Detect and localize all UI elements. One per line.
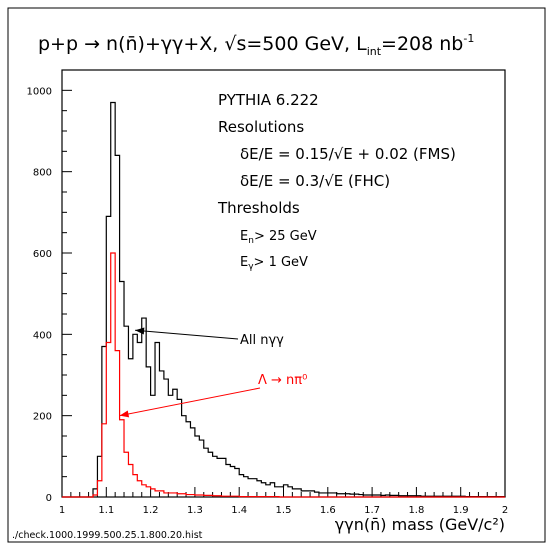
y-tick-label: 200 [33,412,52,423]
info-block: PYTHIA 6.222 Resolutions δE/E = 0.15/√E … [217,91,456,272]
info-threshold-n: En> 25 GeV [240,229,317,246]
threshold-g-tail: > 1 GeV [254,255,309,270]
x-tick-label: 1 [59,505,65,516]
y-tick-label: 0 [46,493,52,504]
x-tick-label: 1.7 [364,505,380,516]
annotation-lambda-label: Λ → nπ⁰ [258,373,307,388]
annotation-lambda: Λ → nπ⁰ [119,373,307,418]
x-axis-label: γγn(n̄) mass (GeV/c²) [335,515,505,534]
x-tick-label: 1.4 [231,505,247,516]
info-generator: PYTHIA 6.222 [218,91,319,109]
threshold-n-tail: > 25 GeV [254,229,317,244]
footer-filename: ./check.1000.1999.500.25.1.800.20.hist [12,530,203,541]
chart-title-sub: int [367,45,382,58]
axis-ticks: 1 1.1 1.2 1.3 1.4 1.5 1.6 1.7 1.8 1.9 2 0 200 400 600 8… [27,69,508,516]
chart-title-sup: -1 [463,32,474,45]
info-resolutions: Resolutions [218,118,304,136]
x-tick-label: 2 [502,505,508,516]
x-tick-label: 1.8 [408,505,424,516]
threshold-n-sub: n [248,236,254,246]
x-tick-label: 1.1 [98,505,114,516]
annotation-all-label: All nγγ [240,333,284,348]
annotation-lambda-arrow [119,387,261,417]
series-lambda-histogram [62,252,505,498]
y-tick-label: 400 [33,330,52,341]
y-tick-label: 600 [33,249,52,260]
series-layer [62,101,506,498]
x-tick-label: 1.9 [453,505,469,516]
info-res-fms: δE/E = 0.15/√E + 0.02 (FMS) [240,145,456,163]
annotation-all-arrowhead [135,327,145,335]
y-tick-label: 800 [33,168,52,179]
info-thresholds: Thresholds [217,199,300,217]
annotation-all-arrow [135,329,239,340]
chart-title: p+p → n(n̄)+γγ+X, √s=500 GeV, Lint=208 n… [38,32,474,58]
series-all-histogram [62,101,506,498]
annotation-lambda-arrowhead [119,410,130,418]
threshold-g-sub: γ [248,262,254,272]
x-tick-label: 1.5 [276,505,292,516]
outer-border [7,7,546,543]
info-threshold-g: Eγ> 1 GeV [240,255,308,272]
chart-title-main: p+p → n(n̄)+γγ+X, √s=500 GeV, L [38,33,367,55]
x-tick-label: 1.6 [320,505,336,516]
y-tick-label: 1000 [27,86,52,97]
x-tick-label: 1.3 [187,505,203,516]
info-res-fhc: δE/E = 0.3/√E (FHC) [240,172,390,190]
chart-title-tail: =208 nb [381,33,463,55]
threshold-g-label: E [240,255,248,270]
threshold-n-label: E [240,229,248,244]
annotation-all: All nγγ [135,327,284,348]
x-tick-label: 1.2 [143,505,159,516]
